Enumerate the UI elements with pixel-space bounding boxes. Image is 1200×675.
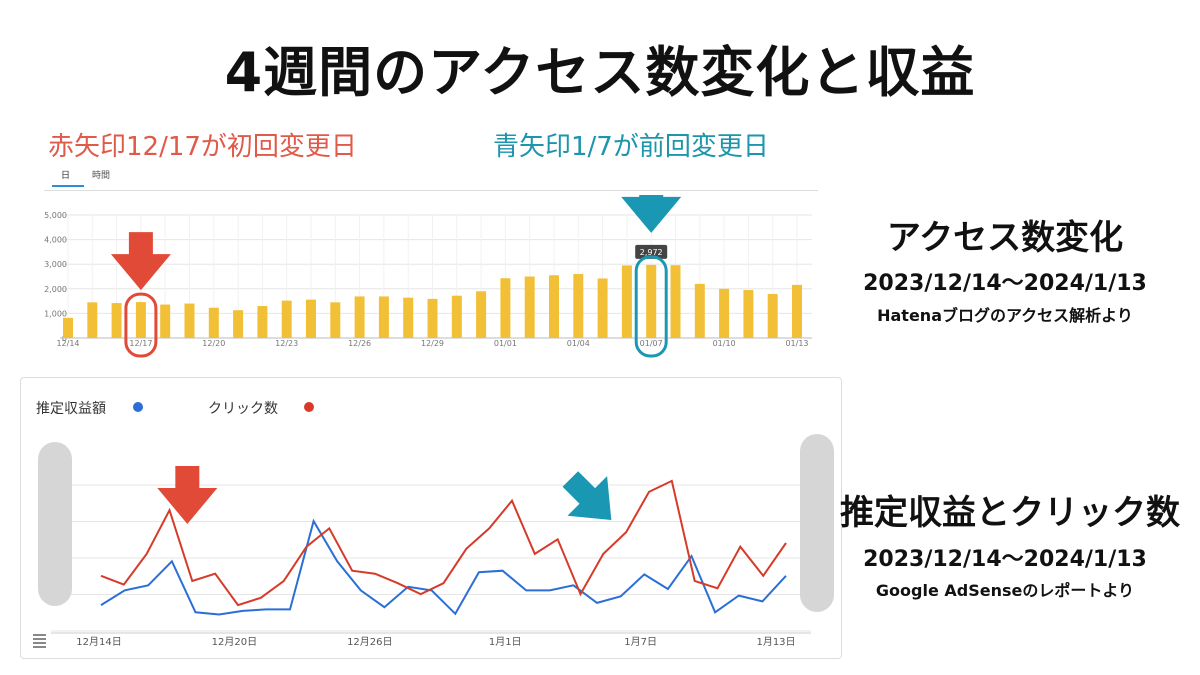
bar-tooltip xyxy=(635,244,668,259)
bar xyxy=(427,298,438,338)
red-highlight-oval xyxy=(124,292,158,358)
bar-y-tick-label: 1,000 xyxy=(44,309,67,318)
bar xyxy=(767,293,778,338)
bar xyxy=(111,303,122,338)
red-arrow-note: 赤矢印12/17が初回変更日 xyxy=(48,132,357,162)
red-arrow-icon xyxy=(157,466,218,524)
bar-y-tick-label: 3,000 xyxy=(44,260,67,269)
bar-tooltip-label: 2,972 xyxy=(640,248,663,257)
revenue-click-line-chart: 12月14日 12月20日 12月26日 1月1日 1月7日 1月13日 xyxy=(51,466,811,648)
bar-x-tick-label: 01/01 xyxy=(494,339,517,348)
bar xyxy=(257,306,268,338)
bar-x-tick-label: 01/10 xyxy=(713,339,736,348)
bar xyxy=(87,302,98,338)
bar xyxy=(403,297,414,338)
blue-highlight-oval xyxy=(634,255,668,358)
line-x-tick-label: 12月14日 xyxy=(76,636,121,648)
bar xyxy=(476,291,487,338)
tab-day[interactable]: 日 xyxy=(61,171,71,181)
page-title: 4週間のアクセス数変化と収益 xyxy=(224,41,976,104)
bar xyxy=(500,278,511,338)
bar xyxy=(597,278,608,338)
bar-x-tick-label: 12/17 xyxy=(129,339,152,348)
tab-divider xyxy=(44,190,818,191)
bar xyxy=(743,290,754,338)
bar-x-tick-label: 01/04 xyxy=(567,339,590,348)
access-bar-chart: 01,0002,0003,0004,0005,00012/1412/1712/2… xyxy=(44,195,812,358)
bar xyxy=(281,300,292,338)
bar xyxy=(719,288,730,338)
bar-x-tick-label: 12/14 xyxy=(56,339,79,348)
bar xyxy=(354,296,365,338)
line-x-tick-label: 12月20日 xyxy=(212,636,257,648)
blue-arrow-icon xyxy=(621,195,682,233)
legend-revenue-dot xyxy=(133,402,143,412)
line-x-tick-label: 1月1日 xyxy=(489,636,522,648)
bar-x-tick-label: 01/13 xyxy=(785,339,808,348)
bar-y-tick-label: 2,000 xyxy=(44,285,67,294)
bar xyxy=(233,310,244,338)
revenue-section-heading: 推定収益とクリック数 xyxy=(840,493,1180,533)
bar-y-tick-label: 5,000 xyxy=(44,211,67,220)
legend-clicks-dot xyxy=(304,402,314,412)
bar-x-tick-label: 12/23 xyxy=(275,339,298,348)
active-tab-indicator xyxy=(52,185,84,187)
access-date-range: 2023/12/14〜2024/1/13 xyxy=(863,271,1147,296)
bar xyxy=(306,299,316,338)
line-x-tick-label: 12月26日 xyxy=(347,636,392,648)
bar xyxy=(208,307,219,338)
bar xyxy=(160,304,171,338)
bar xyxy=(549,275,559,338)
bar xyxy=(135,302,146,338)
bar-y-tick-label: 4,000 xyxy=(44,236,67,245)
adsense-report-panel: 12月14日 12月20日 12月26日 1月1日 1月7日 1月13日 xyxy=(20,377,842,659)
line-x-tick-label: 1月13日 xyxy=(756,636,795,648)
bar xyxy=(330,302,341,338)
bar xyxy=(694,283,705,338)
bar xyxy=(621,265,632,338)
bar-x-tick-label: 12/20 xyxy=(202,339,225,348)
legend-clicks-label[interactable]: クリック数 xyxy=(208,401,278,417)
access-section-heading: アクセス数変化 xyxy=(886,218,1124,258)
bar-x-tick-label: 12/29 xyxy=(421,339,444,348)
bar xyxy=(184,303,195,338)
right-range-handle[interactable] xyxy=(800,434,834,612)
bar-x-tick-label: 01/07 xyxy=(640,339,663,348)
bar xyxy=(646,264,657,338)
left-range-handle[interactable] xyxy=(38,442,72,606)
tab-hour[interactable]: 時間 xyxy=(92,171,111,181)
menu-icon[interactable] xyxy=(33,634,46,650)
bar xyxy=(524,276,535,338)
bar xyxy=(670,265,681,338)
blue-arrow-note: 青矢印1/7が前回変更日 xyxy=(493,132,769,162)
bar xyxy=(792,284,802,338)
line-x-tick-label: 1月7日 xyxy=(624,636,657,648)
series-line-0 xyxy=(100,518,787,616)
bar-x-tick-label: 12/26 xyxy=(348,339,371,348)
bar xyxy=(451,295,462,338)
bar xyxy=(378,296,389,338)
revenue-date-range: 2023/12/14〜2024/1/13 xyxy=(863,547,1147,572)
bar xyxy=(573,274,584,338)
blue-arrow-icon xyxy=(562,471,612,520)
legend-revenue-label[interactable]: 推定収益額 xyxy=(36,401,106,417)
bar xyxy=(63,317,73,338)
access-source-note: Hatenaブログのアクセス解析より xyxy=(877,306,1133,325)
revenue-source-note: Google AdSenseのレポートより xyxy=(875,581,1135,600)
series-line-1 xyxy=(100,479,787,607)
red-arrow-icon xyxy=(110,232,171,291)
